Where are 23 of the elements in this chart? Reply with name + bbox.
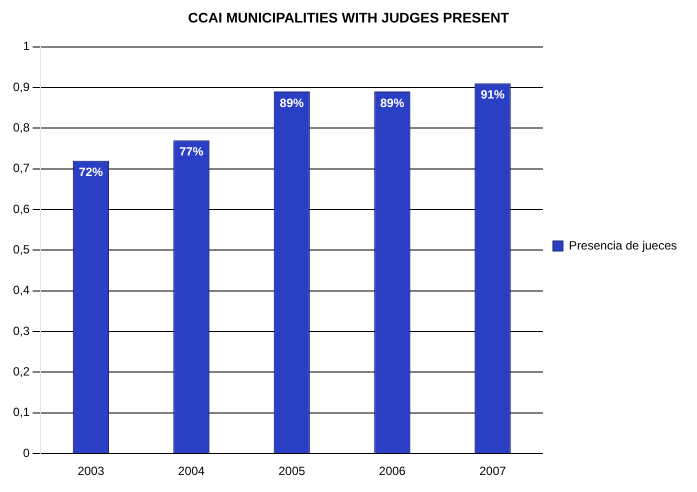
y-tick-label: 0: [22, 446, 30, 460]
x-tick-label: 2005: [278, 464, 306, 478]
chart-title: CCAI MUNICIPALITIES WITH JUDGES PRESENT: [188, 9, 510, 26]
y-tick-label: 0,7: [12, 161, 30, 176]
data-label: 77%: [179, 144, 204, 159]
x-tick-label: 2003: [78, 464, 105, 478]
y-tick-label: 0,9: [12, 80, 30, 94]
data-label: 89%: [380, 96, 405, 110]
legend-label: Presencia de jueces: [568, 238, 678, 252]
y-tick-label: 0,2: [12, 364, 30, 379]
x-tick-label: 2007: [479, 464, 506, 478]
y-tick-label: 0,1: [12, 405, 30, 420]
y-tick-label: 0,6: [12, 202, 30, 216]
y-tick-label: 0,8: [12, 120, 30, 134]
data-label: 91%: [480, 88, 506, 102]
x-tick-label: 2006: [378, 464, 406, 478]
y-tick-label: 0,3: [12, 324, 30, 338]
y-tick-label: 1: [22, 39, 30, 54]
data-label: 72%: [78, 165, 104, 180]
y-tick-label: 0,5: [12, 242, 30, 257]
y-tick-label: 0,4: [12, 283, 30, 298]
data-label: 89%: [280, 96, 304, 110]
x-tick-label: 2004: [178, 464, 206, 478]
